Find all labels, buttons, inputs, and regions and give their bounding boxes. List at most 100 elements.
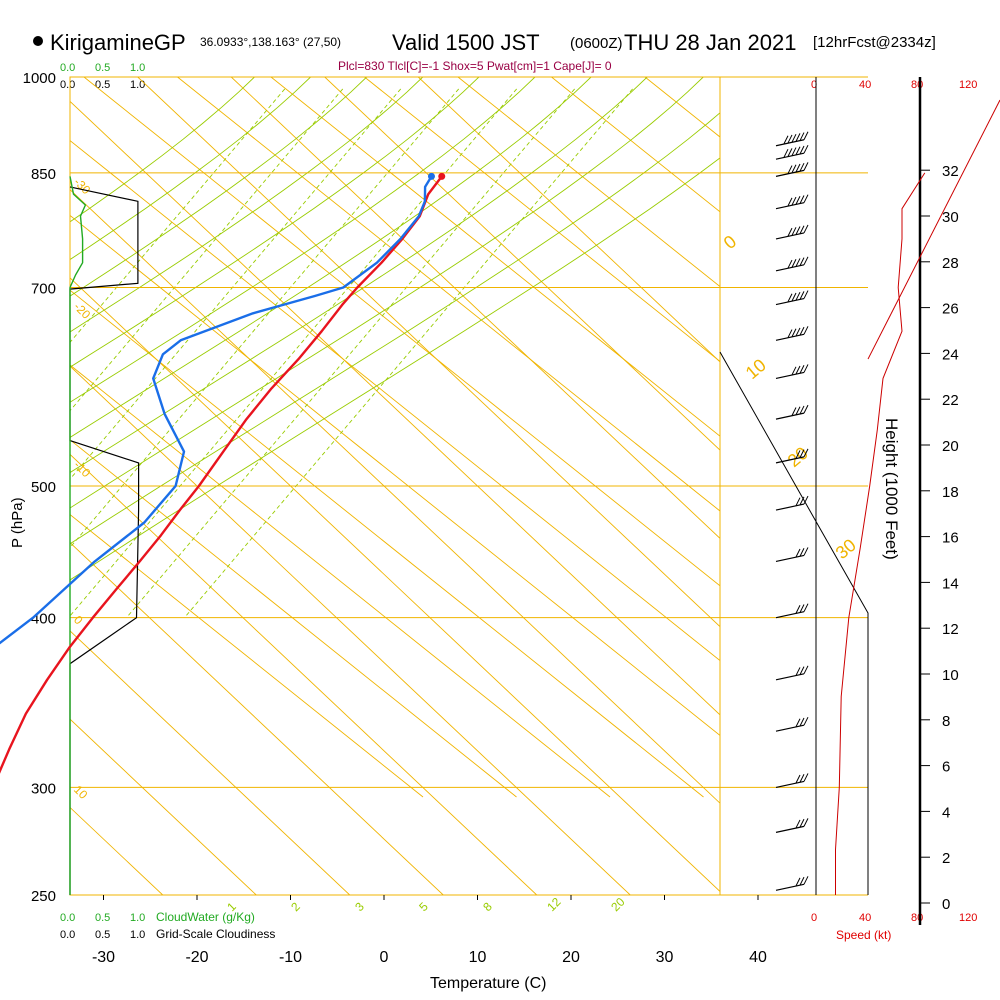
moist-adiabat-line bbox=[70, 77, 480, 368]
x-tick-label: -20 bbox=[185, 949, 208, 966]
wind-barb-flag bbox=[787, 148, 793, 157]
height-tick-label: 18 bbox=[942, 484, 959, 501]
top-speed-scale-2: 80 bbox=[911, 79, 923, 91]
moist-adiabat-line bbox=[70, 77, 704, 509]
wind-barb-flag bbox=[803, 495, 809, 505]
wind-barb-flag bbox=[799, 666, 805, 675]
wind-barb-flag bbox=[803, 162, 809, 171]
wind-barb bbox=[775, 883, 805, 891]
valid-time: Valid 1500 JST bbox=[392, 30, 540, 55]
wind-barb-flag bbox=[791, 407, 797, 416]
top-black-scale-1: 0.5 bbox=[95, 79, 110, 91]
height-tick-label: 24 bbox=[942, 346, 959, 363]
x-tick-label: 40 bbox=[749, 949, 767, 966]
height-tick-label: 16 bbox=[942, 530, 959, 547]
height-tick-label: 22 bbox=[942, 392, 959, 409]
bottom-black-scale-2: 1.0 bbox=[130, 929, 145, 941]
wind-barb-flag bbox=[799, 257, 805, 266]
wind-barb-flag bbox=[783, 135, 789, 144]
height-tick-label: 4 bbox=[942, 804, 950, 821]
wind-barb-flag bbox=[795, 774, 801, 784]
bottom-speed-scale-1: 40 bbox=[859, 912, 871, 924]
y-tick-label: 850 bbox=[31, 166, 56, 183]
wind-barb-flag bbox=[787, 259, 793, 269]
wind-barb-flag bbox=[795, 877, 801, 887]
wind-barb-flag bbox=[787, 227, 793, 237]
height-axis-label: Height (1000 Feet) bbox=[882, 418, 901, 560]
wind-barb-flag bbox=[795, 258, 801, 267]
isotherm-line bbox=[70, 718, 257, 895]
y-tick-label: 1000 bbox=[23, 70, 56, 87]
y-tick-label: 250 bbox=[31, 888, 56, 905]
wind-barb-flag bbox=[787, 293, 793, 302]
wind-barb-flag bbox=[803, 144, 809, 154]
y-axis-label: P (hPa) bbox=[9, 497, 26, 548]
wind-barb-flag bbox=[803, 547, 809, 556]
wind-barb-flag bbox=[791, 147, 797, 156]
wind-barb bbox=[775, 202, 805, 210]
wind-barb-flag bbox=[795, 718, 801, 728]
dry-adiabat-line bbox=[70, 289, 704, 798]
wind-barb-flag bbox=[799, 876, 805, 886]
wind-barb-flag bbox=[799, 604, 805, 613]
wind-barb-flag bbox=[803, 290, 809, 299]
wind-barb-flag bbox=[803, 364, 809, 373]
wind-barb bbox=[775, 152, 805, 160]
station-bullet-icon bbox=[33, 36, 43, 46]
wind-barb-flag bbox=[799, 449, 805, 458]
wind-barb-flag bbox=[803, 256, 809, 266]
isotherm-line bbox=[70, 542, 444, 895]
y-tick-label: 300 bbox=[31, 780, 56, 797]
top-speed-scale-0: 0 bbox=[811, 79, 817, 91]
wind-barb bbox=[775, 825, 805, 833]
wind-barb-flag bbox=[803, 818, 809, 827]
wind-barb-flag bbox=[791, 133, 797, 143]
wind-barb-flag bbox=[795, 196, 801, 205]
wind-barb-flag bbox=[799, 364, 805, 374]
x-tick-label: -10 bbox=[279, 949, 302, 966]
dry-adiabat-line bbox=[70, 364, 611, 798]
wind-barb-flag bbox=[795, 497, 801, 506]
wind-barb-flag bbox=[791, 259, 797, 268]
mixing-ratio-line bbox=[184, 88, 633, 618]
background-grid bbox=[69, 76, 930, 925]
bottom-black-scale-0: 0.0 bbox=[60, 929, 75, 941]
height-tick-label: 26 bbox=[942, 301, 959, 318]
cloudiness-profile bbox=[69, 186, 140, 895]
moist-adiabat-line bbox=[70, 77, 536, 403]
station-name: KirigamineGP bbox=[50, 30, 186, 55]
height-tick-label: 28 bbox=[942, 255, 959, 272]
wind-barb-flag bbox=[791, 196, 797, 206]
height-tick-label: 8 bbox=[942, 713, 950, 730]
wind-barb bbox=[775, 456, 805, 464]
bottom-black-scale-1: 0.5 bbox=[95, 929, 110, 941]
wind-barb-flag bbox=[787, 329, 793, 338]
dry-adiabat-line bbox=[83, 77, 720, 587]
isotherm-line bbox=[70, 630, 351, 895]
dry-adiabat-line bbox=[70, 514, 424, 798]
bottom-speed-scale-2: 80 bbox=[911, 912, 923, 924]
temperature-surface-point bbox=[438, 172, 446, 180]
moist-adiabat-line bbox=[70, 77, 648, 474]
top-green-scale-0: 0.0 bbox=[60, 62, 75, 74]
wind-barb-flag bbox=[803, 224, 809, 234]
wind-barb-flag bbox=[795, 146, 801, 155]
wind-barb-flag bbox=[795, 226, 801, 235]
valid-date: THU 28 Jan 2021 bbox=[624, 30, 796, 55]
top-green-scale-2: 1.0 bbox=[130, 62, 145, 74]
x-tick-label: -30 bbox=[92, 949, 115, 966]
x-tick-label: 30 bbox=[656, 949, 674, 966]
wind-barb-flag bbox=[787, 165, 793, 174]
wind-barb-flag bbox=[795, 406, 801, 415]
wind-barb-flag bbox=[799, 291, 805, 300]
dry-adiabat-line bbox=[70, 439, 517, 798]
x-tick-label: 0 bbox=[380, 949, 389, 966]
top-black-scale-2: 1.0 bbox=[130, 79, 145, 91]
wind-barb-flag bbox=[795, 327, 801, 337]
height-profile-upper bbox=[867, 99, 1000, 360]
top-speed-scale-3: 120 bbox=[959, 79, 977, 91]
height-tick-label: 0 bbox=[942, 896, 950, 913]
wind-barb-flag bbox=[795, 365, 801, 375]
moist-adiabat-line bbox=[70, 77, 424, 333]
speed-label: Speed (kt) bbox=[836, 928, 891, 942]
